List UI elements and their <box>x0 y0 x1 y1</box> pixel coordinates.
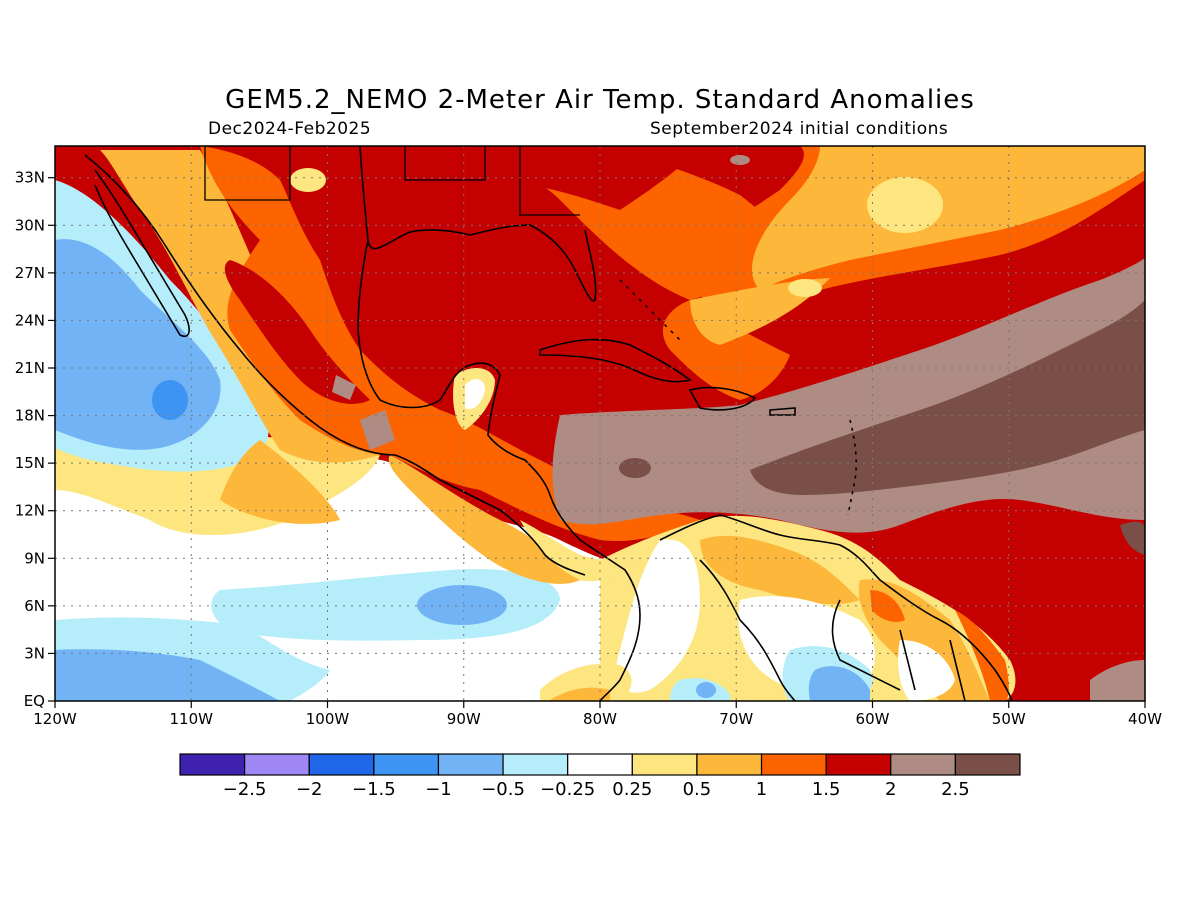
colorbar-swatch <box>502 753 569 776</box>
x-tick-label: 100W <box>306 710 350 728</box>
x-tick-label: 110W <box>170 710 214 728</box>
forecast-period: Dec2024-Feb2025 <box>208 119 372 139</box>
x-tick-label: 50W <box>992 710 1026 728</box>
map-title: GEM5.2_NEMO 2-Meter Air Temp. Standard A… <box>225 85 975 115</box>
y-tick-label: 21N <box>15 359 45 377</box>
colorbar-swatch <box>437 753 504 776</box>
colorbar-swatch <box>631 753 698 776</box>
x-tick-label: 60W <box>856 710 890 728</box>
colorbar-label: 2 <box>885 779 896 800</box>
colorbar-label: −0.5 <box>481 779 525 800</box>
colorbar-swatch <box>890 753 956 776</box>
colorbar-swatch <box>373 753 440 776</box>
colorbar-swatch <box>567 753 633 776</box>
colorbar-swatch <box>825 753 892 776</box>
axis-ticks: 120W 110W 100W 90W 80W 70W 60W 50W 40W EQ 3N 6N 9N 12… <box>15 169 1162 728</box>
x-tick-label: 40W <box>1128 710 1162 728</box>
y-tick-label: 33N <box>15 169 45 187</box>
colorbar-swatch <box>179 753 246 776</box>
y-tick-label: 27N <box>15 264 45 282</box>
colorbar-label: −1 <box>425 779 452 800</box>
colorbar-label: 0.25 <box>612 779 652 800</box>
colorbar-label: 0.5 <box>683 779 712 800</box>
colorbar-label: 1.5 <box>812 779 841 800</box>
x-tick-label: 80W <box>583 710 617 728</box>
colorbar-label: −0.25 <box>540 779 595 800</box>
x-tick-label: 120W <box>33 710 77 728</box>
colorbar-swatch <box>244 753 310 776</box>
colorbar-swatch <box>696 753 763 776</box>
colorbar: −2.5 −2 −1.5 −1 −0.5 −0.25 0.25 0.5 1 1.5 2 2.5 <box>179 753 1021 800</box>
colorbar-label: −1.5 <box>352 779 396 800</box>
y-tick-label: EQ <box>24 692 45 710</box>
y-tick-label: 6N <box>24 597 45 615</box>
colorbar-swatch <box>954 753 1021 776</box>
y-tick-label: 18N <box>15 407 45 425</box>
colorbar-label: −2.5 <box>223 779 267 800</box>
y-tick-label: 24N <box>15 311 45 329</box>
initial-conditions: September2024 initial conditions <box>650 119 949 139</box>
colorbar-label: −2 <box>296 779 323 800</box>
colorbar-swatch <box>760 753 827 776</box>
anomaly-field <box>55 146 1145 701</box>
colorbar-label: 2.5 <box>941 779 970 800</box>
y-tick-label: 15N <box>15 454 45 472</box>
colorbar-swatch <box>308 753 375 776</box>
x-tick-label: 90W <box>447 710 481 728</box>
y-tick-label: 9N <box>24 549 45 567</box>
lat-lon-grid <box>55 146 1145 701</box>
coastlines <box>84 146 1013 701</box>
y-tick-label: 3N <box>24 644 45 662</box>
x-tick-label: 70W <box>719 710 753 728</box>
colorbar-label: 1 <box>756 779 767 800</box>
y-tick-label: 12N <box>15 502 45 520</box>
y-tick-label: 30N <box>15 216 45 234</box>
